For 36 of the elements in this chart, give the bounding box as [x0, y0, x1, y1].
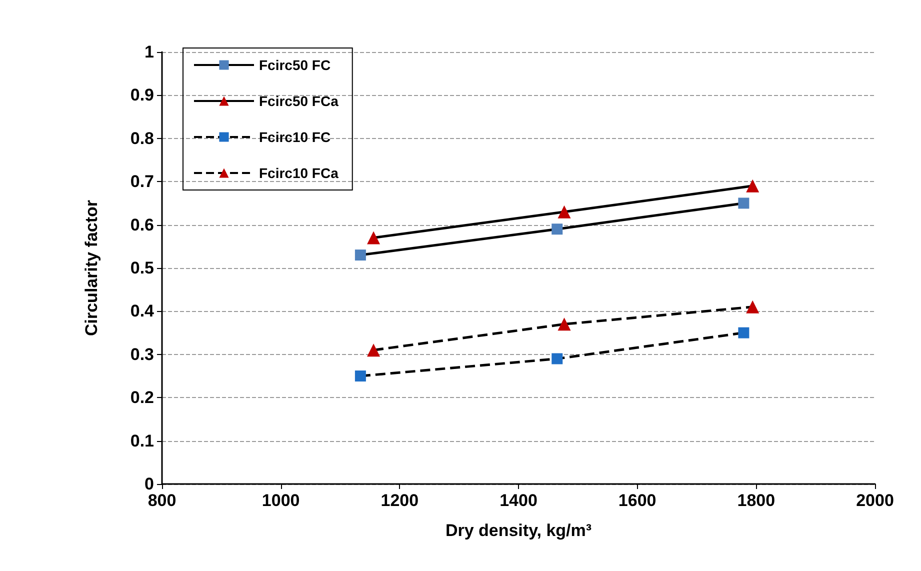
x-tick-label: 1200 — [380, 491, 419, 510]
y-tick-label: 0.6 — [130, 215, 154, 234]
point — [746, 300, 760, 314]
x-tick-label: 2000 — [856, 491, 894, 510]
legend-label: Fcirc50 FCa — [259, 93, 339, 109]
x-tick-label: 1400 — [500, 491, 538, 510]
x-tick-label: 800 — [148, 491, 176, 510]
x-tick-label: 1600 — [618, 491, 656, 510]
legend-label: Fcirc50 FC — [259, 57, 331, 73]
point — [552, 353, 563, 364]
point — [354, 370, 366, 382]
y-tick-label: 1 — [144, 42, 154, 62]
legend-label: Fcirc10 FC — [259, 129, 331, 145]
point — [558, 205, 571, 218]
point — [738, 327, 750, 338]
x-axis-title: Dry density, kg/m³ — [445, 521, 592, 540]
point — [558, 318, 571, 331]
y-tick-label: 0.7 — [130, 172, 154, 192]
legend-label: Fcirc10 FCa — [259, 165, 339, 181]
y-tick-label: 0.3 — [130, 344, 154, 364]
point — [746, 179, 760, 192]
y-tick-label: 0.5 — [130, 258, 154, 278]
point — [738, 198, 750, 209]
x-tick-label: 1000 — [262, 491, 300, 510]
y-axis-title: Circularity factor — [82, 200, 101, 336]
y-tick-label: 0.8 — [130, 128, 154, 148]
point — [367, 344, 380, 357]
y-tick-label: 0.4 — [130, 302, 155, 321]
point — [367, 231, 380, 244]
x-tick-label: 1800 — [737, 491, 776, 510]
point — [552, 224, 563, 235]
y-tick-label: 0.2 — [130, 388, 154, 408]
y-tick-label: 0.9 — [130, 86, 154, 105]
point — [354, 250, 366, 261]
y-tick-label: 0 — [144, 474, 154, 494]
y-tick-label: 0.1 — [130, 431, 154, 450]
